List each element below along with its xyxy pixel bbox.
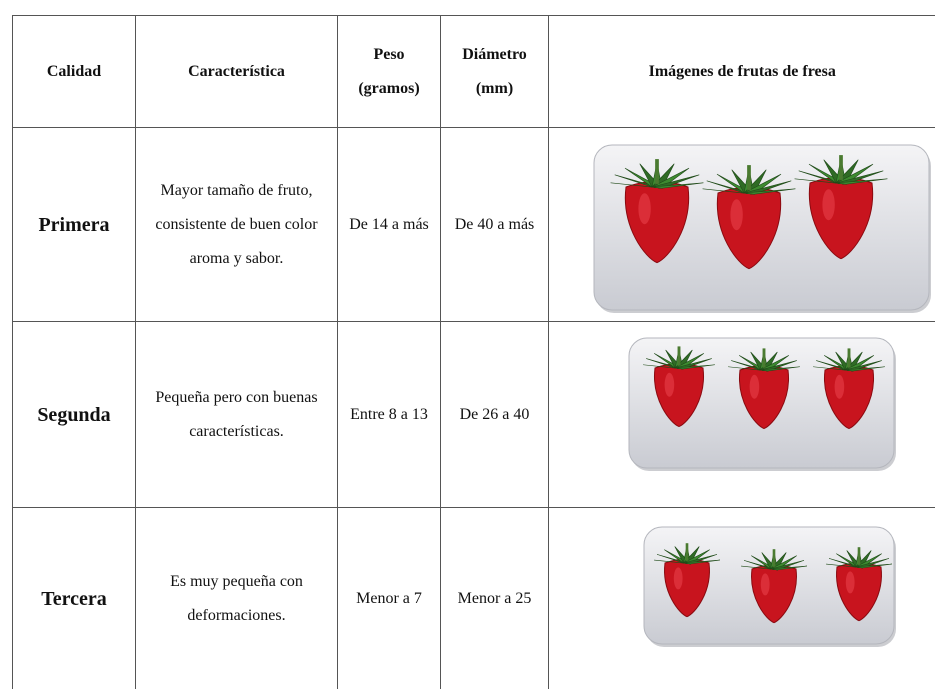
stem — [848, 348, 851, 367]
stem — [763, 348, 766, 367]
cell-text: deformaciones. — [136, 599, 337, 633]
header-cell: Peso(gramos) — [338, 16, 441, 128]
cell-text: Menor a 25 — [441, 582, 548, 616]
cell-text: Entre 8 a 13 — [338, 398, 440, 432]
cell-text: Segunda — [13, 398, 135, 432]
strawberry-photo — [549, 129, 935, 320]
cell-text: Peso — [338, 38, 440, 72]
stem — [655, 159, 659, 184]
stem — [747, 165, 751, 190]
stem — [839, 155, 843, 180]
highlight — [665, 373, 675, 397]
cell-text: Diámetro — [441, 38, 548, 72]
cell-text: De 26 a 40 — [441, 398, 548, 432]
table-cell: Menor a 25 — [441, 508, 549, 689]
cell-text: Pequeña pero con buenas — [136, 381, 337, 415]
table-cell: De 14 a más — [338, 128, 441, 322]
table-cell: Tercera — [13, 508, 136, 689]
cell-text: características. — [136, 415, 337, 449]
highlight — [730, 199, 742, 230]
cell-text: Mayor tamaño de fruto, — [136, 174, 337, 208]
highlight — [750, 375, 760, 399]
header-cell: Imágenes de frutas de fresa — [549, 16, 935, 128]
highlight — [638, 193, 650, 224]
strawberry-photo — [549, 323, 935, 506]
table-cell: Menor a 7 — [338, 508, 441, 689]
cell-text: Primera — [13, 208, 135, 242]
table-cell: De 40 a más — [441, 128, 549, 322]
stem — [858, 547, 861, 565]
stem — [678, 346, 681, 365]
cell-text: Es muy pequeña con — [136, 565, 337, 599]
cell-text: aroma y sabor. — [136, 242, 337, 276]
highlight — [822, 189, 834, 220]
table-cell: Mayor tamaño de fruto,consistente de bue… — [136, 128, 338, 322]
highlight — [835, 375, 845, 399]
image-cell — [549, 322, 935, 508]
cell-text: De 40 a más — [441, 208, 548, 242]
cell-text: De 14 a más — [338, 208, 440, 242]
table-cell: Segunda — [13, 322, 136, 508]
header-cell: Calidad — [13, 16, 136, 128]
highlight — [761, 573, 770, 595]
table-cell: Entre 8 a 13 — [338, 322, 441, 508]
highlight — [674, 567, 683, 589]
highlight — [846, 571, 855, 593]
cell-text: consistente de buen color — [136, 208, 337, 242]
cell-text: Imágenes de frutas de fresa — [549, 55, 935, 89]
table-cell: Primera — [13, 128, 136, 322]
cell-text: Característica — [136, 55, 337, 89]
table-cell: De 26 a 40 — [441, 322, 549, 508]
stem — [773, 549, 776, 567]
image-cell — [549, 128, 935, 322]
header-cell: Característica — [136, 16, 338, 128]
cell-text: (mm) — [441, 72, 548, 106]
cell-text: (gramos) — [338, 72, 440, 106]
cell-text: Menor a 7 — [338, 582, 440, 616]
image-cell — [549, 508, 935, 689]
cell-text: Tercera — [13, 582, 135, 616]
strawberry-photo — [549, 509, 935, 688]
stem — [686, 543, 689, 561]
cell-text: Calidad — [13, 55, 135, 89]
header-cell: Diámetro(mm) — [441, 16, 549, 128]
